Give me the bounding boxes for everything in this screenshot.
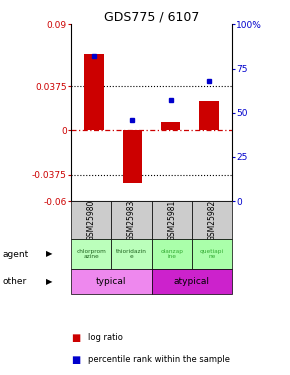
Text: chlorprom
azine: chlorprom azine bbox=[76, 249, 106, 259]
Bar bbox=[192, 239, 232, 269]
Text: ■: ■ bbox=[71, 355, 80, 365]
Text: quetiapi
ne: quetiapi ne bbox=[200, 249, 224, 259]
Bar bbox=[161, 122, 180, 130]
Bar bbox=[200, 101, 219, 130]
Text: GSM25980: GSM25980 bbox=[87, 199, 96, 241]
Bar bbox=[111, 201, 151, 239]
Bar bbox=[71, 269, 151, 294]
Bar bbox=[151, 269, 232, 294]
Text: GSM25981: GSM25981 bbox=[167, 199, 176, 240]
Bar bbox=[192, 201, 232, 239]
Text: percentile rank within the sample: percentile rank within the sample bbox=[88, 356, 231, 364]
Text: other: other bbox=[3, 277, 27, 286]
Text: ▶: ▶ bbox=[46, 277, 53, 286]
Bar bbox=[84, 54, 104, 130]
Bar bbox=[71, 201, 111, 239]
Text: ■: ■ bbox=[71, 333, 80, 342]
Text: log ratio: log ratio bbox=[88, 333, 123, 342]
Text: typical: typical bbox=[96, 277, 126, 286]
Bar bbox=[111, 239, 151, 269]
Bar bbox=[123, 130, 142, 183]
Bar bbox=[151, 239, 192, 269]
Bar bbox=[71, 239, 111, 269]
Text: atypical: atypical bbox=[174, 277, 210, 286]
Text: GSM25982: GSM25982 bbox=[207, 199, 216, 240]
Title: GDS775 / 6107: GDS775 / 6107 bbox=[104, 10, 199, 23]
Text: olanzap
ine: olanzap ine bbox=[160, 249, 183, 259]
Text: ▶: ▶ bbox=[46, 249, 53, 258]
Text: agent: agent bbox=[3, 249, 29, 258]
Text: thioridazin
e: thioridazin e bbox=[116, 249, 147, 259]
Text: GSM25983: GSM25983 bbox=[127, 199, 136, 241]
Bar bbox=[151, 201, 192, 239]
